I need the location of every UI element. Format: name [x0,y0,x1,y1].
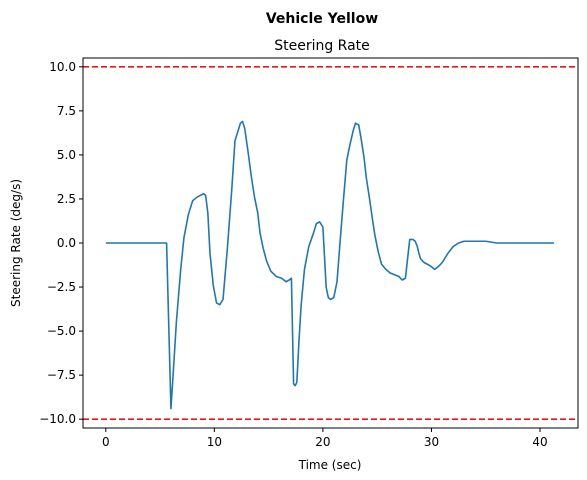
plot-area [83,66,578,420]
chart-title: Steering Rate [274,38,370,54]
y-tick-label: 2.5 [57,192,76,206]
series-line-0 [105,120,555,410]
x-axis: 0 10 20 30 40 [102,428,548,449]
y-tick-label: −7.5 [47,368,76,382]
y-axis-label: Steering Rate (deg/s) [9,179,23,307]
y-tick-label: −2.5 [47,280,76,294]
y-tick-label: 5.0 [57,148,76,162]
x-tick-label: 0 [102,435,110,449]
y-tick-label: −10.0 [39,412,76,426]
x-axis-label: Time (sec) [298,458,362,472]
y-tick-label: 7.5 [57,104,76,118]
x-tick-label: 30 [424,435,439,449]
x-tick-label: 20 [315,435,330,449]
y-axis: −10.0 −7.5 −5.0 −2.5 0.0 2.5 5.0 7.5 10.0 [39,60,83,426]
y-tick-label: 0.0 [57,236,76,250]
y-tick-label: 10.0 [49,60,76,74]
y-tick-label: −5.0 [47,324,76,338]
figure-suptitle: Vehicle Yellow [266,11,378,27]
x-tick-label: 40 [532,435,547,449]
x-tick-label: 10 [207,435,222,449]
